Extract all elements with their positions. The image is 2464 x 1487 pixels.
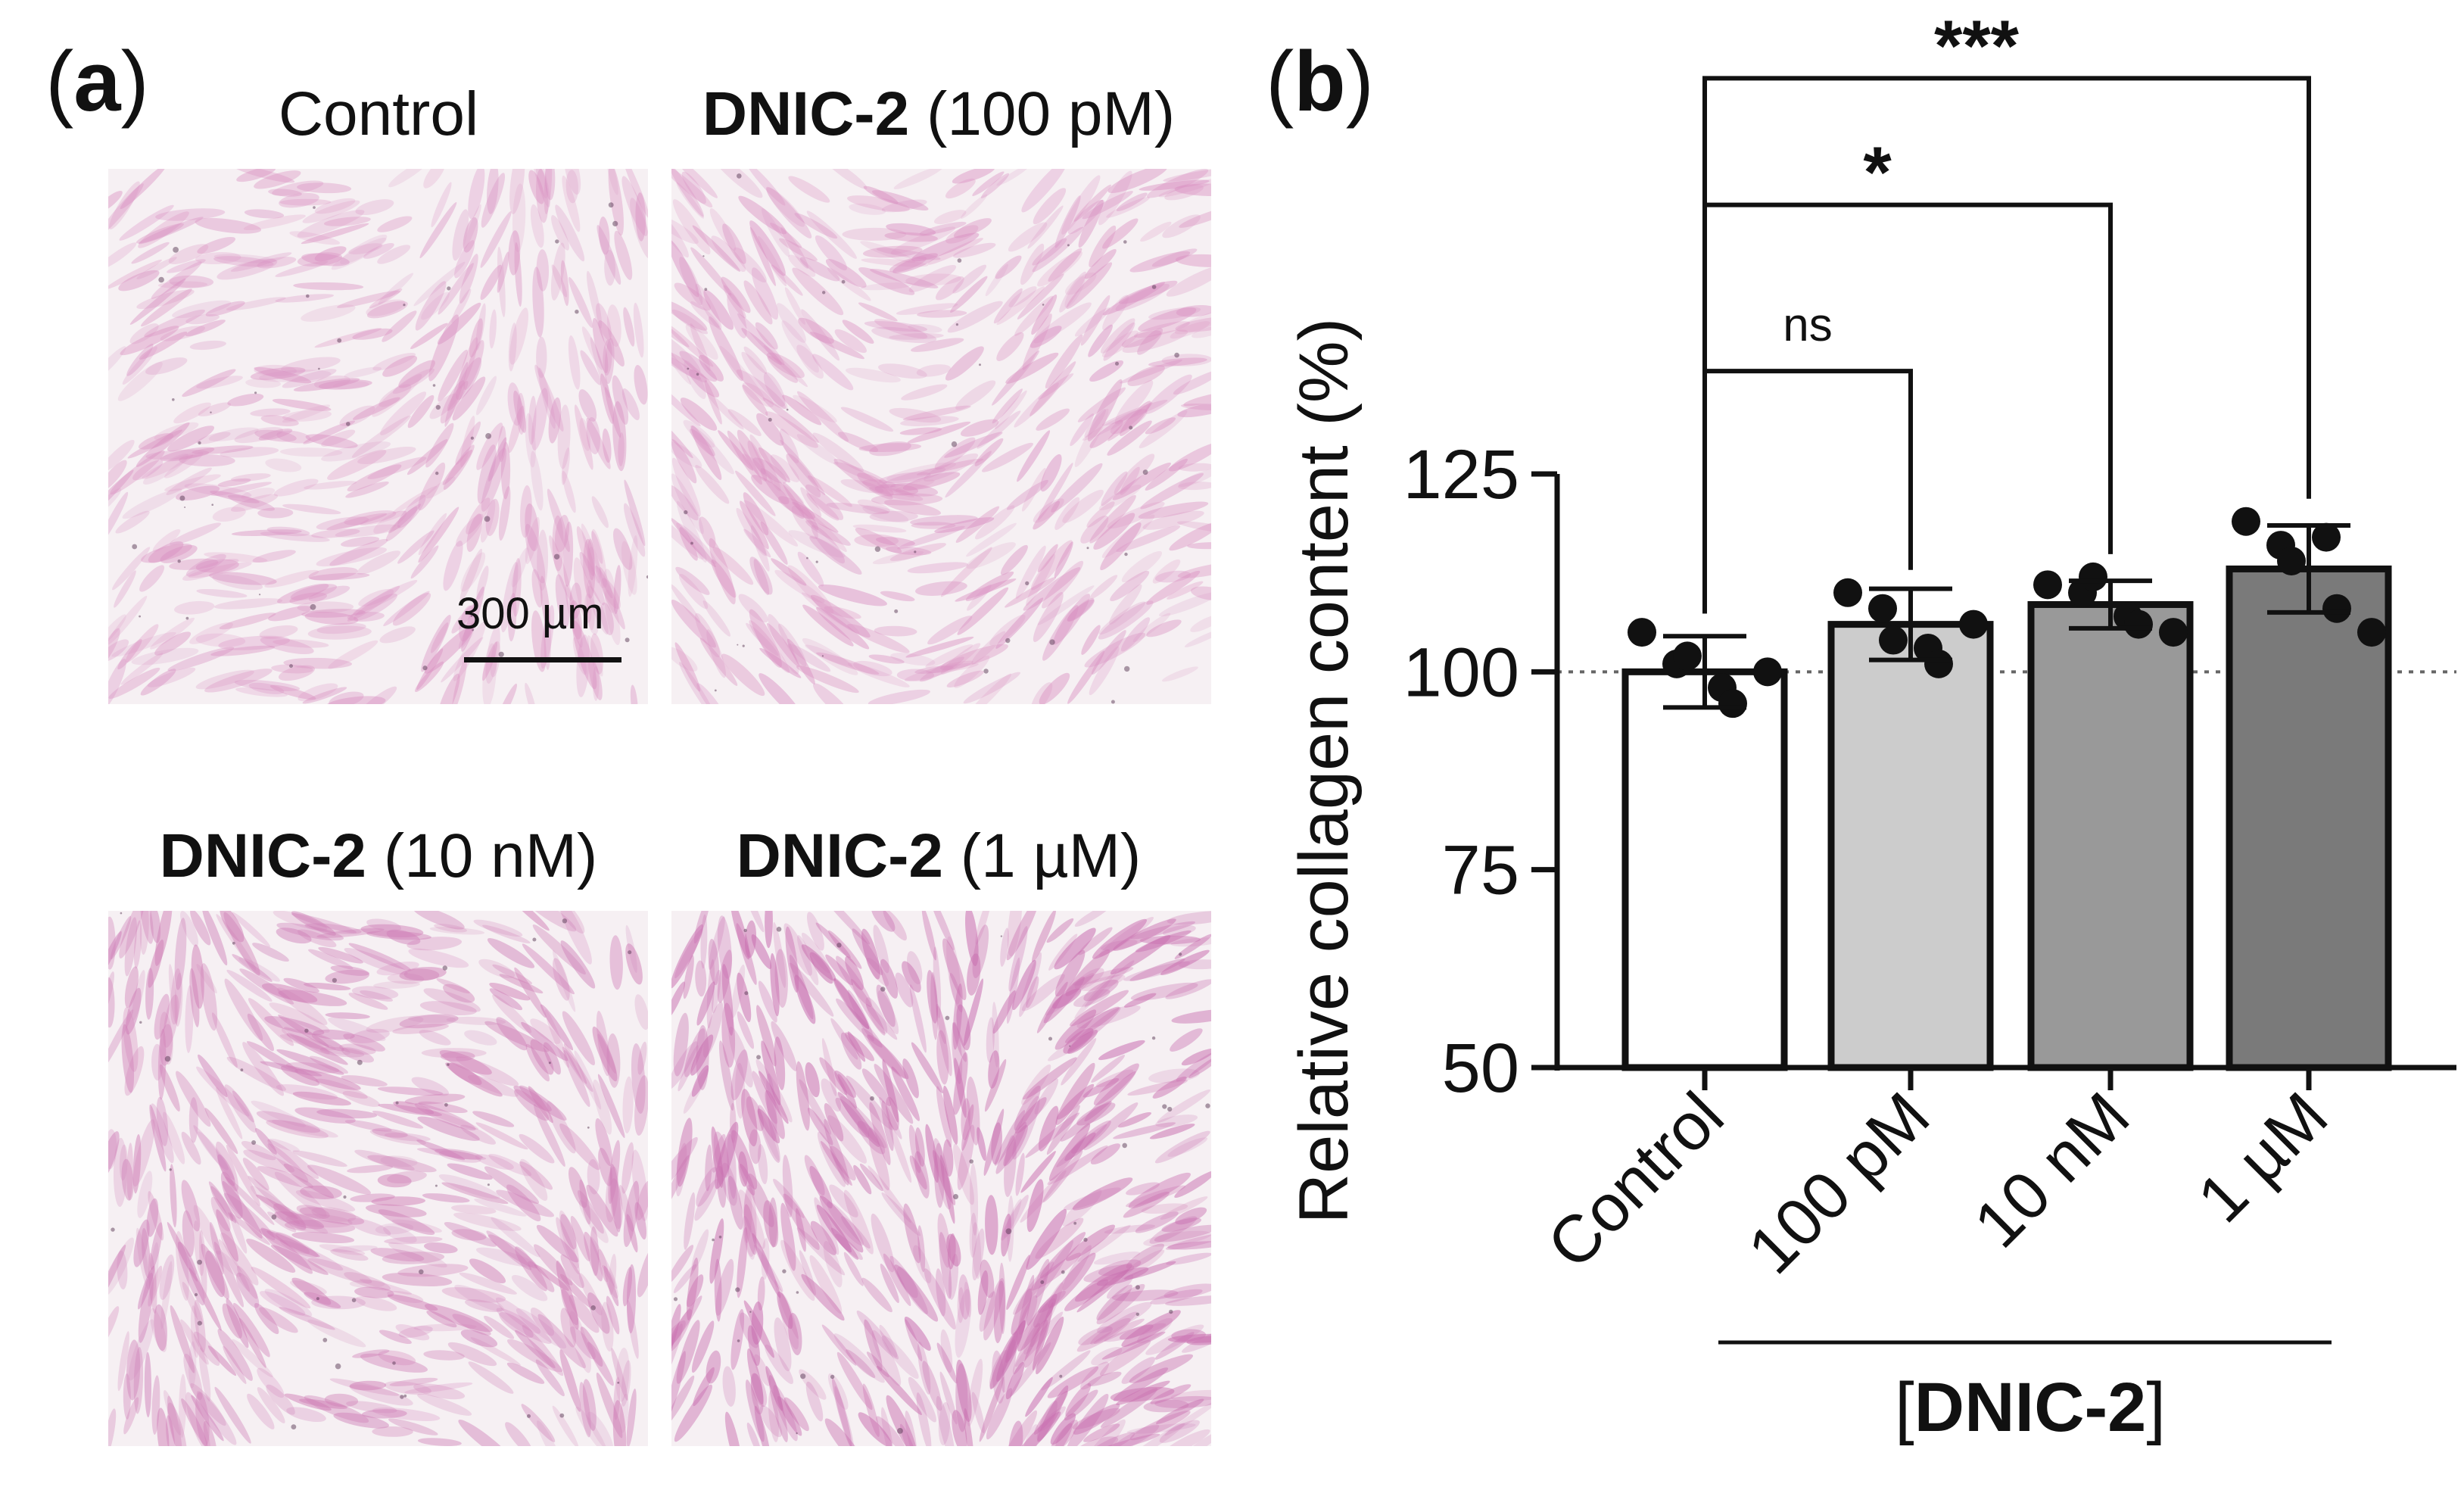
- data-point: [1628, 618, 1656, 647]
- x-tick-label: 100 pM: [1734, 1077, 1944, 1288]
- significance-label: ns: [1783, 299, 1832, 351]
- data-point: [1879, 625, 1908, 655]
- data-point: [1833, 578, 1862, 607]
- bar-group: [1621, 668, 1788, 1071]
- x-tick-label: Control: [1533, 1077, 1738, 1283]
- image-title-condition: (10 nM): [383, 821, 598, 890]
- significance-label: ***: [1934, 5, 2020, 86]
- data-point: [2232, 507, 2260, 536]
- image-title-compound: DNIC-2: [736, 821, 943, 890]
- data-point: [1753, 657, 1782, 687]
- data-point: [2357, 618, 2386, 647]
- y-tick-label: 50: [1442, 1030, 1519, 1107]
- micrograph-1um: [671, 911, 1211, 1446]
- scale-bar-label: 300 µm: [456, 589, 604, 638]
- image-title-100pm: DNIC-2 (100 pM): [666, 83, 1211, 145]
- significance-bracket: ns: [1702, 299, 1913, 614]
- data-point: [2277, 546, 2306, 575]
- bar-group: [1827, 621, 1994, 1071]
- error-bar: [2267, 522, 2350, 615]
- y-tick-label: 100: [1403, 634, 1520, 711]
- micrograph-10nm: [108, 911, 648, 1446]
- significance-bracket: ***: [1702, 5, 2311, 614]
- x-tick-label: 1 µM: [2183, 1077, 2342, 1236]
- error-bar: [1663, 634, 1746, 710]
- data-point: [1718, 689, 1747, 719]
- micrograph-100pm: [671, 169, 1211, 704]
- bar: [1827, 621, 1994, 1071]
- x-tick-label: 10 nM: [1959, 1077, 2143, 1261]
- image-title-condition: (100 pM): [927, 79, 1176, 148]
- image-title-1um: DNIC-2 (1 µM): [666, 825, 1211, 887]
- data-point: [1924, 649, 1953, 678]
- data-point: [2033, 570, 2062, 600]
- panel-a-letter: (a): [45, 34, 149, 129]
- bar-group: [2027, 600, 2194, 1071]
- micrograph-control: [108, 169, 648, 704]
- x-group-label: [DNIC-2]: [1895, 1369, 2166, 1446]
- image-title-condition: Control: [278, 79, 479, 148]
- panel-b-letter: (b): [1266, 34, 1375, 129]
- data-point: [1673, 641, 1702, 671]
- scale-bar: [464, 657, 621, 662]
- y-axis-label: Relative collagen content (%): [1285, 318, 1363, 1224]
- bar: [2027, 600, 2194, 1071]
- image-title-compound: DNIC-2: [159, 821, 367, 890]
- image-title-10nm: DNIC-2 (10 nM): [106, 825, 651, 887]
- data-point: [2159, 618, 2188, 647]
- data-point: [2322, 594, 2351, 623]
- y-tick-label: 125: [1403, 436, 1520, 513]
- data-point: [2312, 522, 2341, 552]
- data-point: [2079, 562, 2107, 591]
- significance-label: *: [1863, 132, 1892, 214]
- image-title-compound: DNIC-2: [702, 79, 910, 148]
- y-tick-label: 75: [1442, 832, 1519, 909]
- data-point: [2124, 609, 2153, 639]
- image-title-control: Control: [106, 83, 651, 145]
- error-bar: [1869, 586, 1952, 662]
- bar: [1621, 668, 1788, 1071]
- data-point: [1959, 609, 1988, 639]
- data-point: [1868, 594, 1897, 623]
- image-title-condition: (1 µM): [960, 821, 1142, 890]
- error-bar: [2069, 578, 2152, 631]
